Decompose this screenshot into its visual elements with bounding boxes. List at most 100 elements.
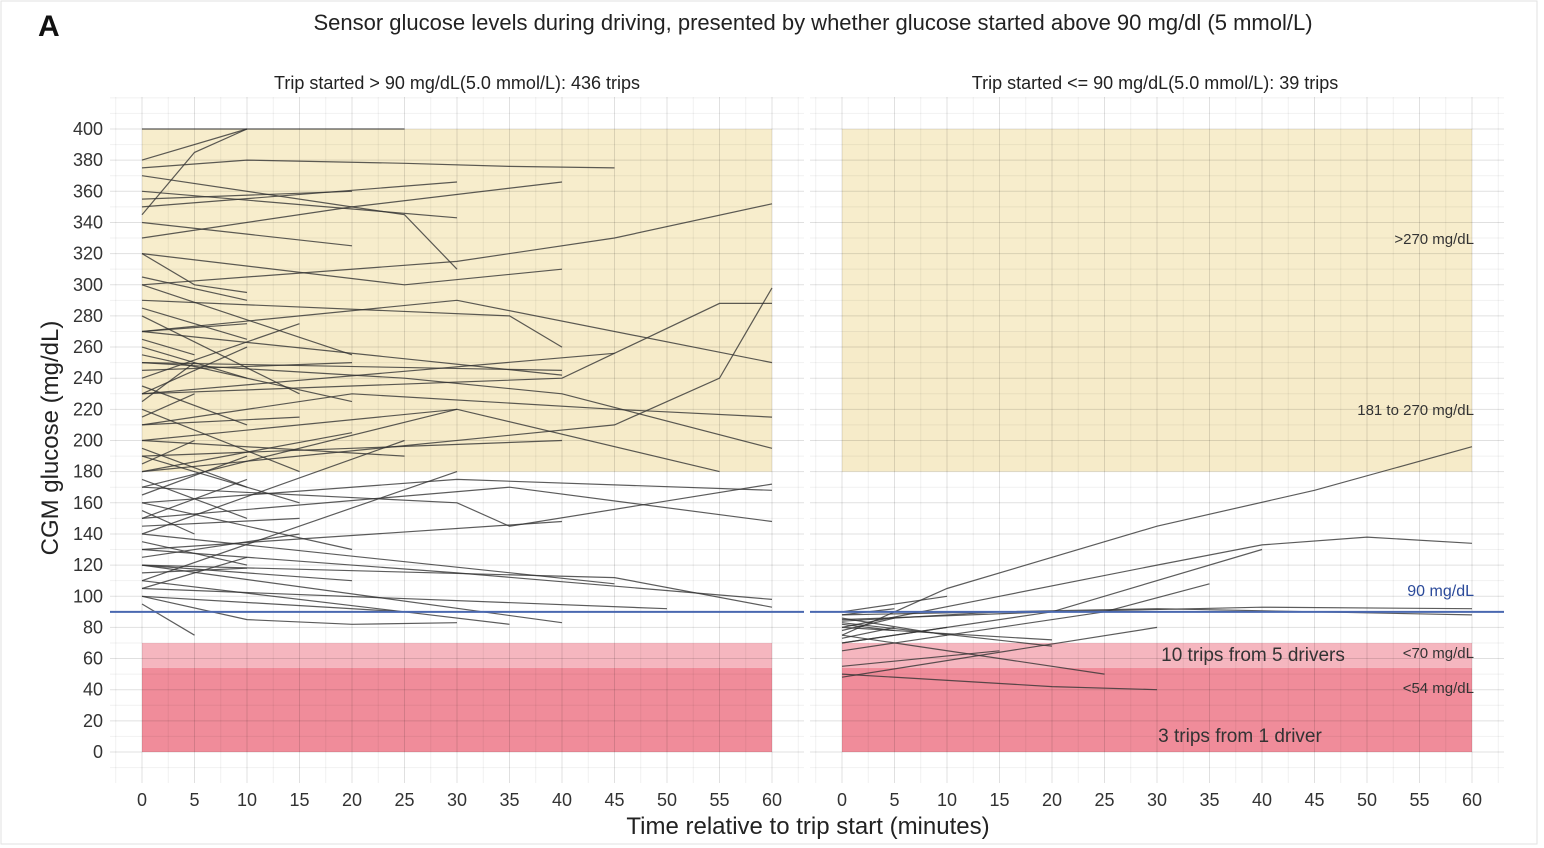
threshold-label: 90 mg/dL xyxy=(1407,583,1474,600)
series-line-55 xyxy=(141,416,300,426)
series-line-28 xyxy=(141,533,615,585)
series-line-8 xyxy=(141,221,353,247)
series-line-51 xyxy=(141,541,248,566)
y-tick-label: 400 xyxy=(73,119,103,139)
series-line-23 xyxy=(141,478,773,504)
series-line-68 xyxy=(141,510,195,535)
series-line-11 xyxy=(841,595,948,613)
annotation-low-trips: 10 trips from 5 drivers xyxy=(1161,645,1345,666)
y-tick-label: 160 xyxy=(73,493,103,513)
series-line-53 xyxy=(141,567,248,574)
x-tick-label: 15 xyxy=(289,790,309,810)
series-lines xyxy=(841,446,1473,691)
zone-band-0 xyxy=(142,129,772,332)
x-tick-label: 25 xyxy=(1094,790,1114,810)
series-line-67 xyxy=(141,439,195,465)
series-line-18 xyxy=(841,626,895,639)
series-line-41 xyxy=(141,284,353,356)
y-tick-label: 240 xyxy=(73,368,103,388)
series-line-0 xyxy=(841,446,1473,636)
y-tick-label: 120 xyxy=(73,555,103,575)
y-tick-label: 200 xyxy=(73,431,103,451)
series-line-7 xyxy=(841,673,1158,691)
series-line-44 xyxy=(141,408,300,473)
series-line-29 xyxy=(141,564,563,624)
x-tick-label: 10 xyxy=(237,790,257,810)
x-tick-label: 55 xyxy=(709,790,729,810)
annotation-very-low-trips: 3 trips from 1 driver xyxy=(1158,726,1322,747)
series-line-19 xyxy=(841,622,1053,647)
x-tick-label: 30 xyxy=(1147,790,1167,810)
y-tick-label: 180 xyxy=(73,462,103,482)
x-tick-label: 50 xyxy=(1357,790,1377,810)
series-line-70 xyxy=(141,393,195,418)
series-line-16 xyxy=(141,393,773,426)
series-line-7 xyxy=(141,190,458,219)
series-line-12 xyxy=(841,626,948,644)
x-tick-label: 55 xyxy=(1409,790,1429,810)
zone-band-2 xyxy=(142,642,772,668)
series-line-34 xyxy=(141,587,668,610)
y-tick-label: 320 xyxy=(73,244,103,264)
zone-band-1 xyxy=(842,331,1472,472)
y-axis-ticks: 0 20 40 60 80 100 120 140 160 180 200 220 240 260 280 3… xyxy=(73,119,103,762)
x-tick-label: 15 xyxy=(989,790,1009,810)
y-tick-label: 0 xyxy=(93,742,103,762)
x-tick-label: 40 xyxy=(1252,790,1272,810)
y-tick-label: 20 xyxy=(83,711,103,731)
series-line-21 xyxy=(141,330,563,376)
zone-band-3 xyxy=(842,667,1472,752)
x-tick-label: 35 xyxy=(499,790,519,810)
x-tick-label: 5 xyxy=(189,790,199,810)
x-tick-label: 60 xyxy=(762,790,782,810)
series-line-63 xyxy=(141,354,353,403)
zone-bands xyxy=(842,129,1472,752)
y-tick-label: 220 xyxy=(73,399,103,419)
y-tick-label: 280 xyxy=(73,306,103,326)
series-line-5 xyxy=(841,608,1473,616)
series-line-59 xyxy=(141,253,248,294)
series-line-30 xyxy=(141,580,510,625)
series-line-42 xyxy=(141,455,300,504)
series-line-69 xyxy=(141,338,195,356)
y-tick-label: 260 xyxy=(73,337,103,357)
series-line-9 xyxy=(841,650,1000,667)
series-line-27 xyxy=(141,564,773,608)
series-line-33 xyxy=(141,595,405,613)
series-line-43 xyxy=(141,346,248,395)
series-line-5 xyxy=(141,181,458,208)
panel-letter: A xyxy=(38,10,60,43)
series-line-14 xyxy=(141,302,772,395)
series-line-58 xyxy=(141,276,248,301)
zone-band-3 xyxy=(142,667,772,752)
facet-panel-left xyxy=(110,97,804,783)
x-tick-label: 30 xyxy=(447,790,467,810)
series-line-16 xyxy=(841,617,895,632)
series-line-56 xyxy=(141,447,248,488)
x-tick-label: 40 xyxy=(552,790,572,810)
y-tick-label: 80 xyxy=(83,617,103,637)
series-line-62 xyxy=(141,478,248,519)
zone-label-low: <70 mg/dL xyxy=(1403,645,1474,662)
series-line-40 xyxy=(141,315,300,395)
series-line-64 xyxy=(141,307,248,340)
x-tick-label: 60 xyxy=(1462,790,1482,810)
series-line-12 xyxy=(141,299,563,348)
series-line-50 xyxy=(141,432,353,473)
series-line-6 xyxy=(841,634,1105,675)
x-tick-label: 5 xyxy=(889,790,899,810)
y-tick-label: 360 xyxy=(73,181,103,201)
series-line-32 xyxy=(141,603,195,636)
x-axis-ticks-left: 0 5 10 15 20 25 30 35 40 45 50 55 60 xyxy=(137,790,782,810)
zone-band-0 xyxy=(842,129,1472,332)
series-line-57 xyxy=(141,362,353,371)
zone-label-high: 181 to 270 mg/dL xyxy=(1357,402,1474,419)
series-line-24 xyxy=(141,486,773,523)
y-tick-label: 340 xyxy=(73,212,103,232)
series-line-4 xyxy=(841,606,1473,621)
series-line-9 xyxy=(141,175,458,270)
series-line-17 xyxy=(841,611,1000,622)
facet-title-right: Trip started <= 90 mg/dL(5.0 mmol/L): 39… xyxy=(972,73,1339,93)
